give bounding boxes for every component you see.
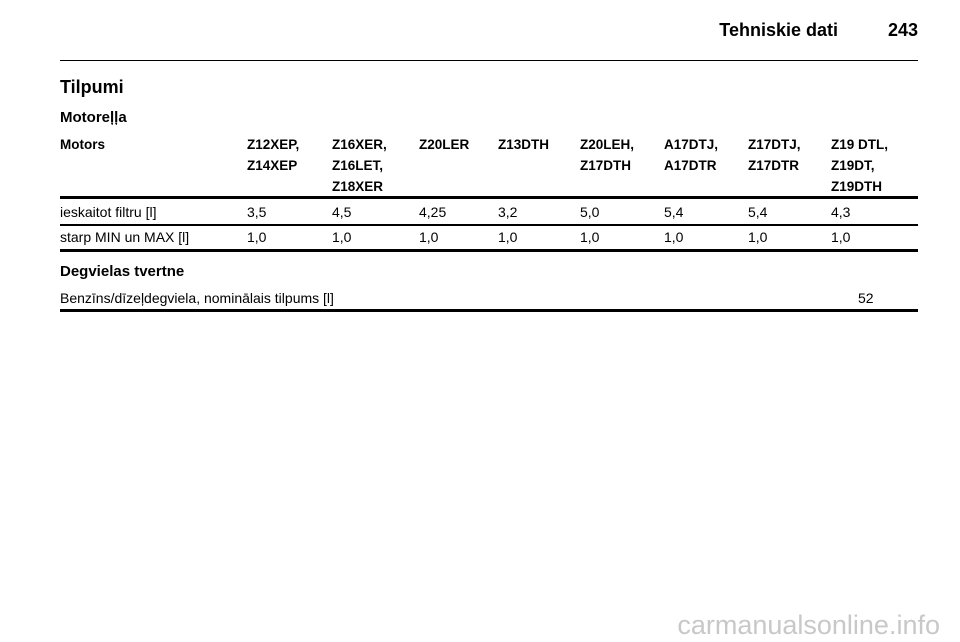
- table-cell: 1,0: [247, 229, 267, 245]
- column-header: Z14XEP: [247, 158, 298, 173]
- watermark: carmanualsonline.info: [677, 610, 940, 640]
- table-cell: ieskaitot filtru [l]: [60, 204, 157, 220]
- table-cell: 1,0: [831, 229, 851, 245]
- table-cell: 1,0: [332, 229, 352, 245]
- table-cell: 4,5: [332, 204, 352, 220]
- table-cell: 5,4: [748, 204, 768, 220]
- table-cell: 1,0: [498, 229, 518, 245]
- column-header: Z17DTH: [580, 158, 632, 173]
- table-rule: [60, 196, 918, 199]
- column-header: Z19DTH: [831, 179, 883, 194]
- column-header: Z20LER: [419, 137, 470, 152]
- table-cell: 1,0: [419, 229, 439, 245]
- table-cell: 5,4: [664, 204, 684, 220]
- column-header: Z17DTR: [748, 158, 800, 173]
- table-cell: 3,2: [498, 204, 518, 220]
- table-cell: 1,0: [580, 229, 600, 245]
- table-cell: starp MIN un MAX [l]: [60, 229, 190, 245]
- column-header: A17DTR: [664, 158, 717, 173]
- section-title: Tilpumi: [60, 77, 124, 97]
- column-header: Z19DT,: [831, 158, 875, 173]
- column-header: Z16XER,: [332, 137, 387, 152]
- column-header: Z18XER: [332, 179, 384, 194]
- subsection-title: Degvielas tvertne: [60, 263, 185, 280]
- column-header: Motors: [60, 137, 105, 152]
- table-cell: 1,0: [664, 229, 684, 245]
- table-cell: 4,3: [831, 204, 851, 220]
- column-header: Z12XEP,: [247, 137, 300, 152]
- table-cell: 5,0: [580, 204, 600, 220]
- table-cell: Benzīns/dīzeļdegviela, nominālais tilpum…: [60, 290, 334, 306]
- column-header: Z17DTJ,: [748, 137, 801, 152]
- table-cell: 1,0: [748, 229, 768, 245]
- column-header: Z19 DTL,: [831, 137, 889, 152]
- table-cell: 3,5: [247, 204, 267, 220]
- table-rule: [60, 309, 918, 312]
- header-title: Tehniskie dati: [719, 20, 838, 40]
- subsection-title: Motoreļļa: [60, 109, 127, 126]
- table-rule: [60, 249, 918, 252]
- column-header: Z13DTH: [498, 137, 550, 152]
- column-header: A17DTJ,: [664, 137, 719, 152]
- table-cell: 4,25: [419, 204, 447, 220]
- table-rule: [60, 224, 918, 226]
- column-header: Z20LEH,: [580, 137, 635, 152]
- header-rule: [60, 60, 918, 61]
- table-cell: 52: [858, 290, 874, 306]
- page-number: 243: [887, 20, 918, 40]
- column-header: Z16LET,: [332, 158, 384, 173]
